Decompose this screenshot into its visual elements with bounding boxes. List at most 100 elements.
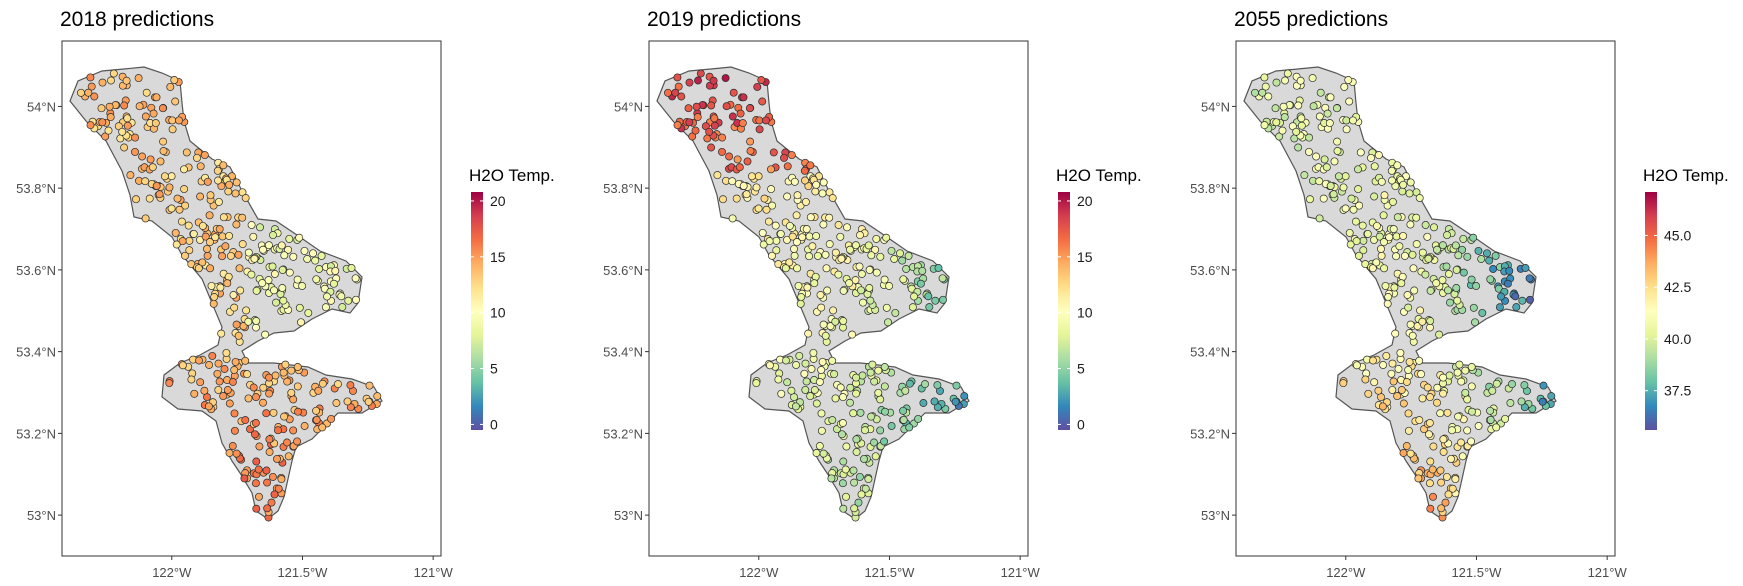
prediction-point — [1412, 240, 1421, 249]
prediction-point — [684, 104, 693, 113]
watershed-map — [69, 66, 383, 522]
prediction-point — [344, 296, 353, 305]
prediction-point — [1441, 498, 1450, 507]
prediction-point — [184, 221, 193, 230]
prediction-point — [1375, 232, 1384, 241]
legend-title: H2O Temp. — [1056, 166, 1142, 185]
prediction-point — [123, 121, 132, 130]
prediction-point — [822, 264, 831, 273]
prediction-point — [848, 330, 857, 339]
prediction-point — [1399, 449, 1408, 457]
prediction-point — [887, 422, 896, 430]
prediction-point — [1356, 148, 1365, 157]
prediction-point — [289, 252, 298, 261]
prediction-point — [1312, 152, 1321, 161]
prediction-point — [160, 172, 169, 181]
panel-2019: 2019 predictions 54°N 53.8°N 53.6°N 53.4… — [603, 8, 1142, 580]
prediction-point — [175, 205, 184, 214]
prediction-point — [1448, 484, 1457, 493]
prediction-point — [791, 402, 800, 411]
prediction-point — [148, 163, 157, 172]
prediction-point — [252, 393, 260, 402]
prediction-point — [718, 133, 727, 142]
prediction-point — [230, 426, 239, 435]
prediction-point — [1458, 452, 1467, 461]
prediction-point — [758, 228, 767, 237]
prediction-point — [241, 416, 250, 425]
prediction-point — [1521, 264, 1530, 272]
prediction-point — [732, 194, 741, 203]
prediction-point — [321, 303, 330, 312]
prediction-point — [312, 415, 321, 424]
prediction-point — [710, 121, 719, 130]
prediction-point — [759, 240, 768, 249]
prediction-point — [1415, 416, 1424, 425]
prediction-point — [802, 225, 811, 234]
prediction-point — [208, 351, 217, 360]
prediction-point — [925, 303, 934, 312]
prediction-point — [364, 397, 373, 406]
prediction-point — [365, 381, 374, 390]
prediction-point — [823, 286, 832, 295]
prediction-point — [722, 102, 731, 111]
prediction-point — [821, 250, 830, 259]
prediction-point — [691, 126, 700, 135]
prediction-point — [327, 414, 336, 423]
prediction-point — [777, 389, 786, 398]
prediction-point — [1364, 389, 1373, 398]
prediction-point — [839, 393, 847, 402]
prediction-point — [1392, 252, 1401, 261]
prediction-point — [236, 286, 245, 295]
prediction-point — [810, 279, 819, 288]
prediction-point — [1333, 137, 1342, 146]
prediction-point — [685, 118, 694, 127]
prediction-point — [334, 380, 342, 389]
prediction-point — [1472, 282, 1481, 290]
prediction-point — [182, 148, 191, 157]
prediction-point — [1380, 191, 1389, 200]
prediction-point — [767, 165, 775, 174]
prediction-point — [297, 318, 305, 327]
prediction-point — [1486, 406, 1495, 415]
prediction-point — [746, 137, 755, 146]
prediction-point — [262, 409, 271, 418]
prediction-point — [819, 220, 828, 229]
prediction-point — [1520, 381, 1529, 390]
prediction-point — [232, 220, 241, 229]
prediction-point — [221, 242, 230, 251]
prediction-point — [1297, 121, 1306, 130]
prediction-point — [762, 116, 770, 125]
prediction-point — [86, 121, 95, 130]
prediction-point — [238, 213, 247, 222]
prediction-point — [1415, 194, 1424, 202]
prediction-point — [1358, 221, 1367, 230]
panel-title: 2018 predictions — [60, 8, 214, 31]
prediction-point — [867, 251, 876, 260]
prediction-point — [274, 484, 283, 493]
prediction-point — [107, 76, 115, 85]
prediction-point — [710, 114, 719, 123]
prediction-point — [805, 232, 814, 241]
prediction-point — [1418, 317, 1427, 326]
prediction-point — [1341, 204, 1350, 213]
prediction-point — [203, 251, 212, 260]
prediction-point — [1367, 153, 1375, 162]
prediction-point — [1355, 251, 1363, 260]
prediction-point — [854, 498, 863, 507]
prediction-point — [293, 382, 302, 391]
prediction-point — [899, 275, 908, 284]
prediction-point — [692, 102, 701, 111]
prediction-point — [1381, 281, 1390, 290]
prediction-point — [156, 157, 165, 166]
prediction-point — [1393, 213, 1402, 222]
prediction-point — [1272, 78, 1281, 87]
prediction-point — [881, 407, 889, 416]
prediction-point — [172, 240, 181, 249]
prediction-point — [247, 221, 256, 229]
prediction-point — [252, 286, 261, 295]
prediction-point — [792, 211, 801, 220]
prediction-point — [189, 229, 198, 238]
prediction-point — [1421, 270, 1430, 279]
prediction-point — [901, 386, 910, 395]
prediction-point — [1517, 397, 1526, 406]
